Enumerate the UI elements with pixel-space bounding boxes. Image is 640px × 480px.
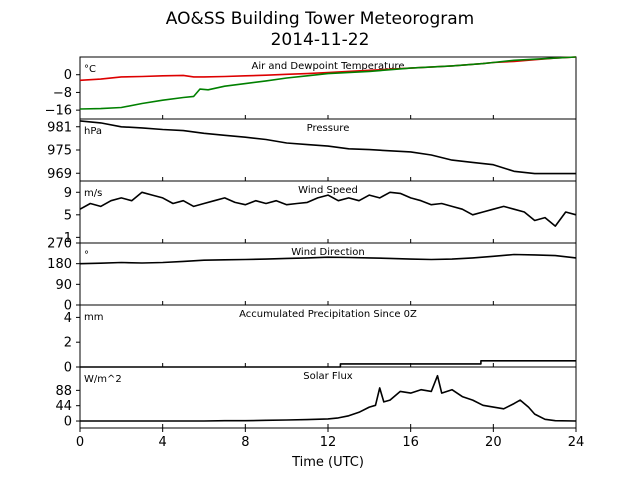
x-tick-label: 8 (241, 435, 249, 450)
y-tick-label: −16 (45, 104, 72, 119)
panel-unit-label: m/s (84, 188, 102, 199)
panel-title: Accumulated Precipitation Since 0Z (239, 309, 417, 320)
y-tick-label: 969 (47, 167, 72, 182)
y-tick-label: 270 (47, 237, 72, 252)
panel-air-and-dewpoint-temperature: 0 −8 −16 Air and Dewpoint Temperature °C (45, 56, 577, 120)
y-tick-label: 0 (64, 361, 72, 376)
chart-subtitle: 2014-11-22 (271, 30, 370, 50)
x-tick-label: 12 (320, 435, 337, 450)
panel-unit-label: ° (84, 250, 89, 261)
x-tick-label: 4 (159, 435, 167, 450)
panel-title: Pressure (307, 123, 350, 134)
panel-unit-label: hPa (84, 126, 102, 137)
x-axis: 0 4 8 12 16 20 24 (76, 428, 584, 450)
panel-title: Solar Flux (303, 371, 353, 382)
y-tick-label: 5 (64, 208, 72, 223)
panel-unit-label: °C (84, 64, 96, 75)
y-tick-label: 975 (47, 144, 72, 159)
panel-wind-direction: 270 180 90 0 Wind Direction ° (47, 237, 577, 314)
y-tick-label: 2 (64, 336, 72, 351)
y-tick-label: 4 (64, 311, 72, 326)
panel-title: Wind Direction (291, 247, 365, 258)
series-line-default (79, 120, 576, 175)
chart-title: AO&SS Building Tower Meteorogram (166, 9, 474, 29)
y-tick-label: 88 (55, 384, 72, 399)
y-tick-label: −8 (53, 86, 72, 101)
x-tick-label: 20 (485, 435, 502, 450)
x-tick-label: 16 (402, 435, 419, 450)
panel-unit-label: mm (84, 312, 103, 323)
y-tick-label: 981 (47, 120, 72, 135)
panel-wind-speed: 9 5 1 Wind Speed m/s (64, 180, 577, 246)
panel-accumulated-precipitation-since-0z: 4 2 0 Accumulated Precipitation Since 0Z mm (64, 304, 577, 376)
series-line-default (79, 191, 577, 227)
y-tick-label: 44 (55, 399, 72, 414)
y-tick-label: 0 (64, 415, 72, 430)
panel-pressure: 981 975 969 Pressure hPa (47, 118, 577, 182)
y-tick-label: 1 (64, 231, 72, 246)
x-axis-label: Time (UTC) (291, 455, 364, 470)
panel-unit-label: W/m^2 (84, 374, 122, 385)
series-line-dewpoint (79, 56, 577, 110)
y-tick-label: 9 (64, 186, 72, 201)
y-tick-label: 0 (64, 68, 72, 83)
series-line-default (80, 374, 577, 422)
x-tick-label: 24 (568, 435, 585, 450)
x-tick-label: 0 (76, 435, 84, 450)
panel-title: Wind Speed (298, 185, 358, 196)
series-line-default (79, 253, 577, 265)
y-tick-label: 0 (64, 299, 72, 314)
y-tick-label: 90 (55, 278, 72, 293)
panel-title: Air and Dewpoint Temperature (252, 61, 405, 72)
y-tick-label: 180 (47, 257, 72, 272)
